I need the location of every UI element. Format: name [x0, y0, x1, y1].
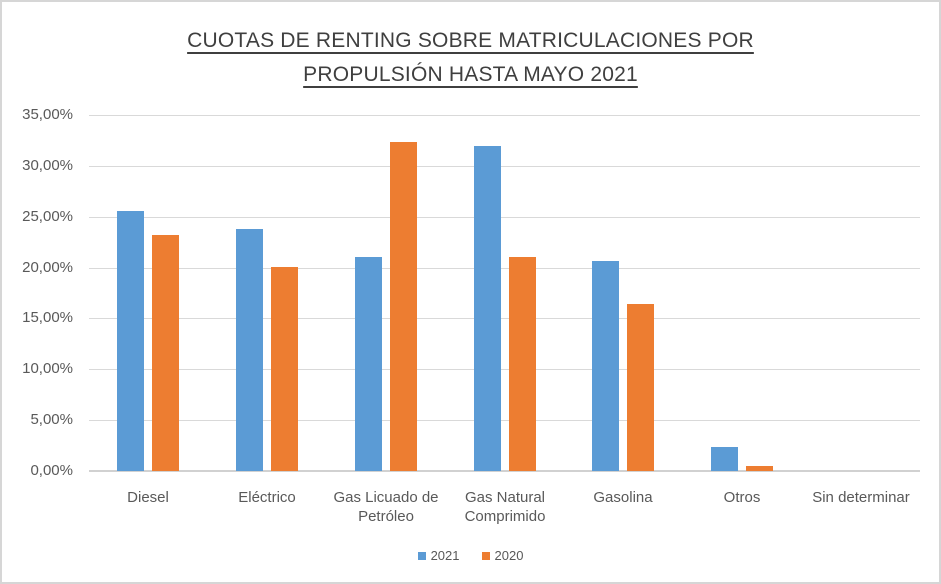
y-tick-label: 15,00% — [22, 309, 73, 327]
bar-2021-gas-licuado-de-petroleo — [355, 257, 382, 471]
legend-label-2021: 2021 — [430, 548, 460, 563]
bar-2020-gas-licuado-de-petroleo — [390, 142, 417, 471]
y-tick-label: 0,00% — [30, 462, 73, 479]
bar-2020-gas-natural-comprimido — [509, 257, 536, 471]
gridline — [89, 318, 920, 320]
chart-title-line-2: PROPULSIÓN HASTA MAYO 2021 — [303, 63, 638, 86]
x-category-label-electrico: Eléctrico — [238, 489, 296, 506]
y-tick-label: 20,00% — [22, 258, 73, 276]
gridline — [89, 420, 920, 422]
x-category-label-gasolina: Gasolina — [593, 489, 653, 506]
gridline — [89, 115, 920, 116]
legend: 2021 2020 — [2, 548, 939, 563]
chart-title-line-1: CUOTAS DE RENTING SOBRE MATRICULACIONES … — [187, 29, 754, 52]
y-tick-label: 25,00% — [22, 207, 73, 225]
y-tick-label: 5,00% — [30, 411, 73, 429]
bar-2020-diesel — [152, 235, 179, 471]
x-category-label-gas-licuado-de-petroleo: Gas Licuado de Petróleo — [333, 489, 439, 525]
bar-2021-electrico — [236, 229, 263, 471]
x-category-label-gas-natural-comprimido: Gas Natural Comprimido — [464, 489, 546, 525]
legend-item-2021: 2021 — [417, 548, 460, 563]
bar-2021-gasolina — [592, 261, 619, 471]
bar-2021-gas-natural-comprimido — [474, 146, 501, 471]
x-category-label-sin-determinar: Sin determinar — [812, 489, 910, 506]
legend-item-2020: 2020 — [481, 548, 524, 563]
gridline — [89, 267, 920, 269]
plot-area — [89, 115, 920, 472]
legend-label-2020: 2020 — [494, 548, 524, 563]
bar-2021-otros — [711, 447, 738, 471]
legend-swatch-2021 — [417, 551, 426, 560]
gridline — [89, 216, 920, 218]
gridline — [89, 369, 920, 371]
x-category-label-diesel: Diesel — [127, 489, 169, 506]
y-tick-label: 10,00% — [22, 360, 73, 378]
bar-2020-otros — [746, 466, 773, 471]
x-category-label-otros: Otros — [723, 489, 761, 506]
bar-2020-electrico — [271, 267, 298, 471]
x-axis-line — [89, 470, 920, 472]
y-tick-label: 35,00% — [22, 106, 73, 123]
bar-2021-diesel — [117, 211, 144, 471]
gridline — [89, 165, 920, 167]
y-tick-label: 30,00% — [22, 156, 73, 174]
bar-2020-gasolina — [627, 304, 654, 471]
legend-swatch-2020 — [481, 551, 490, 560]
chart-title: CUOTAS DE RENTING SOBRE MATRICULACIONES … — [2, 24, 939, 92]
